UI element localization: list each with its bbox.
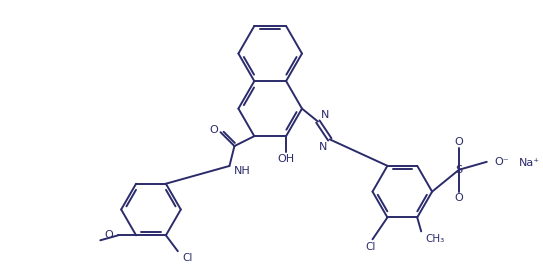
Text: Cl: Cl <box>365 242 376 252</box>
Text: Na⁺: Na⁺ <box>519 158 540 168</box>
Text: Cl: Cl <box>183 253 193 263</box>
Text: O⁻: O⁻ <box>495 157 509 167</box>
Text: S: S <box>456 165 463 175</box>
Text: CH₃: CH₃ <box>425 234 444 244</box>
Text: O: O <box>209 125 218 135</box>
Text: N: N <box>318 142 327 152</box>
Text: O: O <box>104 230 113 240</box>
Text: OH: OH <box>277 154 295 164</box>
Text: NH: NH <box>233 166 250 176</box>
Text: O: O <box>454 193 463 203</box>
Text: N: N <box>321 110 329 119</box>
Text: O: O <box>454 137 463 147</box>
